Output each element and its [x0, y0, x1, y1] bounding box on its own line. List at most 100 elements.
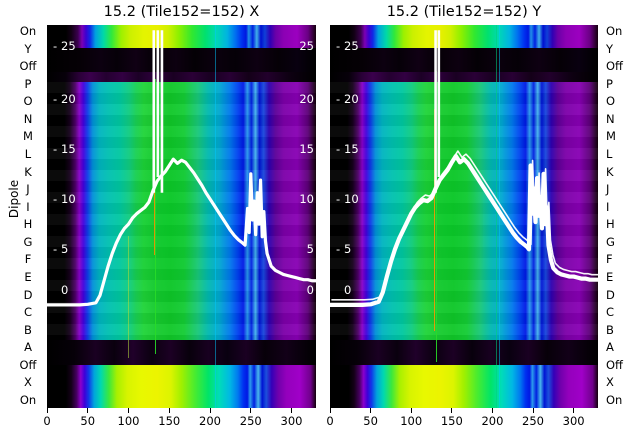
ytick-right-10: 10	[299, 192, 314, 206]
x-tick-right-300: 300	[554, 408, 594, 427]
x-tick-label: 300	[562, 414, 585, 428]
category-label-right-n-5: N	[606, 111, 615, 126]
category-label-left-n-5: N	[23, 111, 33, 126]
x-tick-mark	[250, 408, 252, 413]
x-tick-label: 50	[80, 414, 96, 428]
category-label-left-on-21: On	[19, 393, 37, 407]
x-tick-label: 0	[326, 414, 334, 428]
x-tick-mark	[410, 408, 412, 413]
ytick-right-15: 15	[299, 142, 314, 156]
category-label-right-k-8: K	[606, 164, 614, 179]
ytick-left-20-r: -20	[336, 92, 359, 106]
x-tick-left-300: 300	[272, 408, 312, 427]
streak-green-left	[155, 78, 157, 355]
heatmap-panel-left[interactable]: -25 -20 -15 -10 -5 0 25 20 15 10 5 0	[47, 25, 316, 408]
streak-orange-right	[433, 109, 435, 332]
band-black-right	[330, 48, 598, 72]
x-tick-left-200: 200	[190, 408, 230, 427]
panel-title-right: 15.2 (Tile152=152) Y	[386, 4, 542, 20]
x-tick-mark	[329, 408, 331, 413]
ytick-right-0: 0	[306, 283, 314, 297]
streak-cyan-right	[499, 25, 501, 408]
x-axis-left: 0 50 100 150 200 250 300	[43, 408, 316, 438]
x-tick-right-0: 0	[310, 408, 350, 427]
x-tick-mark	[491, 408, 493, 413]
category-label-left-d-15: D	[23, 287, 33, 302]
x-tick-right-100: 100	[391, 408, 431, 427]
category-label-right-on-21: On	[606, 393, 623, 407]
x-tick-mark	[370, 408, 372, 413]
x-tick-mark	[451, 408, 453, 413]
x-tick-label: 200	[481, 414, 504, 428]
ytick-left-25-r: -25	[336, 39, 359, 53]
x-tick-left-150: 150	[149, 408, 189, 427]
ytick-left-10: -10	[53, 192, 76, 206]
category-label-right-i-10: I	[606, 199, 610, 214]
x-tick-label: 100	[117, 414, 140, 428]
category-label-left-h-11: H	[23, 217, 33, 232]
band-dark-lower-left	[47, 340, 316, 365]
category-label-right-a-18: A	[606, 340, 614, 355]
category-label-right-off-19: Off	[606, 357, 623, 372]
band-top-bright-right	[330, 25, 598, 48]
x-tick-label: 250	[239, 414, 262, 428]
category-label-left-off-2: Off	[19, 59, 37, 74]
x-tick-label: 150	[158, 414, 181, 428]
category-label-right-e-14: E	[606, 270, 614, 284]
ytick-left-0: 0	[61, 283, 69, 297]
ytick-right-25: 25	[299, 39, 314, 53]
x-axis-right: 0 50 100 150 200 250 300	[326, 408, 598, 438]
category-label-right-o-4: O	[606, 94, 616, 109]
category-label-left-l-7: L	[24, 147, 32, 161]
ytick-left-5: -5	[53, 242, 69, 256]
x-tick-mark	[291, 408, 293, 413]
category-label-right-m-6: M	[606, 129, 616, 144]
ytick-right-20: 20	[299, 92, 314, 106]
x-tick-right-150: 150	[432, 408, 472, 427]
ytick-left-10-r: -10	[336, 192, 359, 206]
x-tick-left-100: 100	[109, 408, 149, 427]
category-label-right-off-2: Off	[606, 59, 623, 74]
streak-green-right	[435, 70, 437, 363]
ytick-left-20: -20	[53, 92, 76, 106]
x-tick-label: 300	[280, 414, 303, 428]
streak-cyan-left	[214, 25, 216, 408]
x-tick-mark	[209, 408, 211, 413]
streak-teal-right	[496, 25, 498, 408]
category-label-left-e-14: E	[24, 270, 32, 284]
band-purple-left	[47, 72, 316, 82]
x-tick-label: 0	[43, 414, 51, 428]
heatmap-panel-right[interactable]: -25 -20 -15 -10 -5 0	[330, 25, 598, 408]
category-label-right-x-20: X	[606, 375, 614, 390]
ytick-left-25: -25	[53, 39, 76, 53]
category-label-left-i-10: I	[26, 199, 30, 214]
band-purple-right	[330, 72, 598, 82]
x-tick-label: 250	[522, 414, 544, 428]
category-label-left-off-19: Off	[19, 357, 37, 372]
overlay-trace-left	[47, 30, 316, 307]
category-label-left-o-4: O	[23, 94, 33, 109]
category-label-right-p-3: P	[606, 76, 613, 91]
category-label-left-b-17: B	[24, 322, 32, 337]
category-label-right-b-17: B	[606, 322, 614, 337]
category-axis-left: On Y Off P O N M L K J I H G F E D C B A Off X On	[11, 25, 45, 408]
overlay-trace-right	[330, 30, 598, 307]
x-tick-left-0: 0	[27, 408, 67, 427]
category-label-right-j-9: J	[606, 182, 610, 197]
band-bottom-bright-left	[47, 365, 316, 408]
ytick-left-15-r: -15	[336, 142, 359, 156]
x-tick-mark	[168, 408, 170, 413]
x-tick-right-200: 200	[472, 408, 512, 427]
ytick-left-0-r: 0	[344, 283, 352, 297]
x-tick-right-250: 250	[513, 408, 553, 427]
trace-path	[47, 157, 316, 307]
category-label-right-h-11: H	[606, 217, 615, 232]
category-label-left-x-20: X	[24, 375, 32, 390]
x-tick-left-250: 250	[231, 408, 271, 427]
band-bottom-bright-right	[330, 365, 598, 408]
category-label-left-on-0: On	[19, 24, 37, 38]
ytick-left-5-r: -5	[336, 242, 352, 256]
trace-path	[330, 153, 598, 307]
x-tick-right-50: 50	[351, 408, 391, 427]
